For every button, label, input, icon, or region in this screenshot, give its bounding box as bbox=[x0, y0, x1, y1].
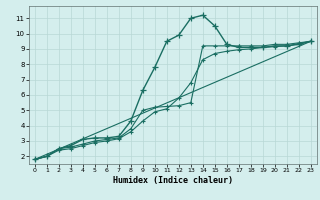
X-axis label: Humidex (Indice chaleur): Humidex (Indice chaleur) bbox=[113, 176, 233, 185]
